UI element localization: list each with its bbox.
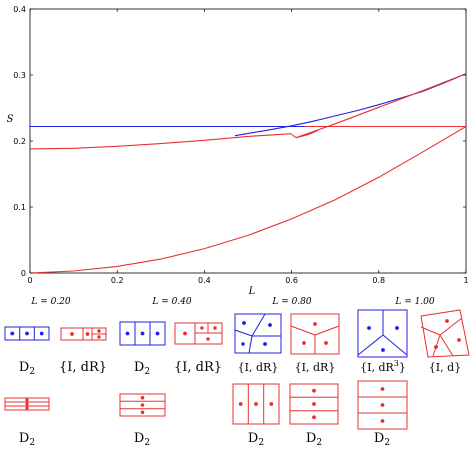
diagram-d2-l040-row1 [119,321,166,346]
row2-labels: D2 D2 D2 D2 D2 [19,431,390,448]
diagram-idr-l040 [174,322,223,345]
diagram-idr3-l080 [290,313,340,355]
diagram-d2-l080-row2b [289,383,339,425]
row1-label-7: {I, d} [429,361,461,374]
diagram-id-l100 [420,309,470,358]
row2-label-0: D2 [19,431,35,448]
row1-labels: D2 {I, dR} D2 {I, dR} {I, dR} {I, dR} {I, dR3}… [19,359,461,377]
row1-label-4: {I, dR} [238,361,279,374]
series-line-1 [234,73,467,137]
x-tick-label-5: 1 [463,276,468,285]
y-axis-label: S [7,114,14,125]
series-line-3 [291,133,297,139]
x-tick-label-4: 0.8 [372,276,385,285]
diagram-d2-l080-row1 [234,313,282,354]
col-label-1: L = 0.40 [151,297,192,307]
series-line-2 [29,133,292,150]
y-tick-label-4: 0.4 [13,5,26,14]
diagram-idr3-l100 [357,309,408,358]
x-tick-label-1: 0.2 [111,276,124,285]
row2-label-4: D2 [374,431,390,448]
series-line-5 [295,73,467,139]
series-line-7 [29,126,467,274]
col-label-0: L = 0.20 [30,297,71,307]
diagram-d2-l020-row2 [4,397,50,411]
row1-label-6: {I, dR3} [360,359,406,374]
diagram-idr-l020 [60,327,107,341]
x-tick-label-0: 0 [27,276,32,285]
row1-label-3: {I, dR} [174,360,222,375]
col-label-3: L = 1.00 [394,297,435,307]
x-tick-label-2: 0.4 [198,276,211,285]
y-tick-label-3: 0.3 [13,71,26,80]
row1-label-5: {I, dR} [295,361,336,374]
plot-ticks: 0 0.2 0.4 0.6 0.8 1 0 0.1 0.2 0.3 0.4 [13,5,468,285]
row2-label-3: D2 [306,431,322,448]
y-tick-label-1: 0.1 [13,203,26,212]
row1-label-2: D2 [134,360,150,377]
row2-label-2: D2 [248,431,264,448]
row2-label-1: D2 [134,431,150,448]
y-tick-label-2: 0.2 [13,137,26,146]
plot-frame [29,8,467,274]
x-axis-label: L [248,286,256,297]
x-tick-label-3: 0.6 [285,276,298,285]
diagram-d2-l040-row2 [119,393,166,417]
plot-series [29,73,467,274]
row1-label-0: D2 [19,360,35,377]
diagram-d2-l080-row2a [232,383,280,425]
diagram-d2-l020-row1 [4,326,50,341]
col-label-2: L = 0.80 [271,297,312,307]
diagram-d2-l100-row2 [357,380,408,430]
y-tick-label-0: 0 [21,269,26,278]
row1-label-1: {I, dR} [59,360,107,375]
